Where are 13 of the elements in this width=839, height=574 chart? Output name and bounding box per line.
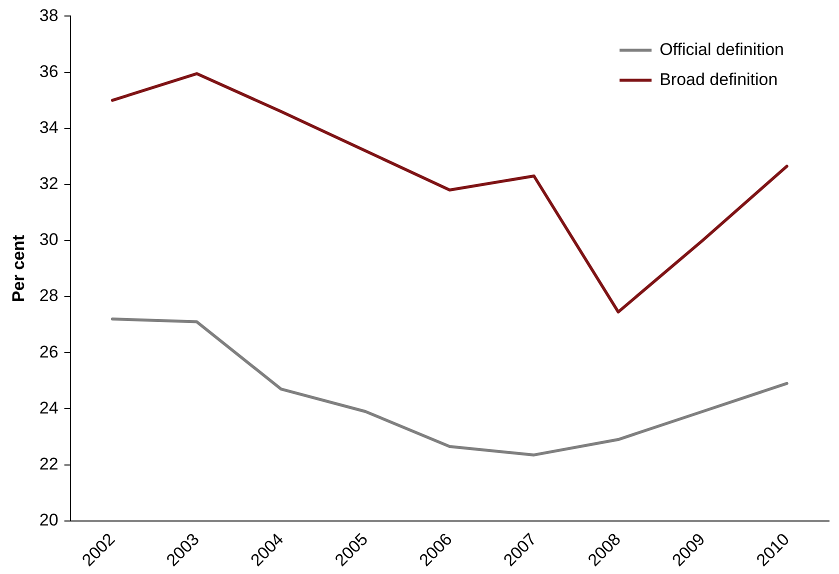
y-tick-label: 34	[39, 118, 58, 138]
y-tick-label: 22	[39, 454, 58, 474]
legend-label: Broad definition	[660, 70, 778, 89]
y-axis-title: Per cent	[8, 234, 28, 302]
y-tick-label: 36	[39, 62, 58, 81]
y-tick-label: 32	[39, 174, 58, 194]
y-tick-label: 38	[39, 6, 58, 25]
y-tick-label: 20	[39, 510, 58, 530]
legend-label: Official definition	[660, 40, 784, 59]
y-tick-label: 28	[39, 286, 58, 306]
y-tick-label: 26	[39, 342, 58, 362]
y-tick-label: 24	[39, 398, 58, 418]
y-tick-label: 30	[39, 230, 58, 250]
